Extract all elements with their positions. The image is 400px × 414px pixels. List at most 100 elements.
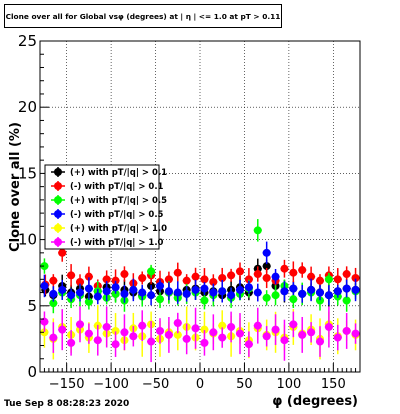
data-point bbox=[191, 272, 200, 281]
data-point bbox=[307, 328, 316, 337]
chart-title-box: Clone over all for Global vsφ (degrees) … bbox=[4, 4, 282, 28]
legend-entry: (+) with pT/|q| > 0.1 bbox=[51, 167, 167, 178]
data-point bbox=[271, 291, 280, 300]
y-tick-label: 20 bbox=[18, 98, 37, 116]
data-point bbox=[40, 317, 49, 326]
data-point bbox=[333, 275, 342, 284]
y-tick-label: 0 bbox=[27, 363, 37, 381]
data-point bbox=[58, 285, 67, 294]
data-point bbox=[253, 288, 262, 297]
data-point bbox=[111, 289, 120, 298]
data-point bbox=[156, 295, 164, 304]
chart-title: Clone over all for Global vsφ (degrees) … bbox=[5, 12, 281, 21]
series-4 bbox=[40, 241, 360, 306]
series-6 bbox=[40, 306, 360, 363]
data-point bbox=[289, 320, 298, 329]
data-point bbox=[191, 285, 200, 294]
timestamp: Tue Sep 8 08:28:23 2020 bbox=[4, 399, 130, 409]
data-point bbox=[76, 277, 84, 286]
data-point bbox=[280, 336, 289, 345]
data-point bbox=[200, 296, 209, 305]
y-tick-label: 5 bbox=[27, 297, 37, 315]
data-point bbox=[244, 275, 253, 284]
data-point bbox=[244, 340, 253, 349]
legend-label: (-) with pT/|q| > 0.5 bbox=[70, 210, 164, 220]
data-point bbox=[244, 283, 253, 292]
data-point bbox=[218, 273, 227, 282]
data-point bbox=[227, 271, 236, 280]
y-axis-label: Clone over all (%) bbox=[8, 122, 23, 252]
data-point bbox=[200, 325, 209, 334]
data-point bbox=[342, 296, 351, 305]
data-point bbox=[84, 272, 93, 281]
data-point bbox=[316, 296, 324, 305]
legend-label: (+) with pT/|q| > 1.0 bbox=[70, 224, 167, 234]
data-point bbox=[120, 270, 129, 279]
legend-marker bbox=[54, 224, 62, 232]
data-point bbox=[316, 337, 324, 346]
data-point bbox=[40, 328, 49, 337]
data-point bbox=[147, 291, 156, 300]
data-point bbox=[218, 333, 227, 342]
data-point bbox=[129, 332, 138, 341]
data-point bbox=[102, 322, 111, 331]
data-point bbox=[93, 336, 102, 345]
x-tick-label: −150 bbox=[49, 377, 85, 392]
data-point bbox=[209, 328, 218, 337]
data-point bbox=[84, 284, 93, 293]
data-point bbox=[333, 333, 342, 342]
legend-marker bbox=[54, 168, 62, 176]
data-point bbox=[324, 275, 333, 284]
data-point bbox=[40, 262, 49, 271]
data-point bbox=[191, 324, 200, 333]
data-point bbox=[351, 329, 360, 338]
data-point bbox=[173, 288, 182, 297]
data-point bbox=[120, 328, 129, 337]
data-point bbox=[156, 281, 164, 290]
legend-box bbox=[44, 164, 160, 250]
data-point bbox=[111, 340, 120, 349]
data-point bbox=[209, 288, 218, 297]
data-point bbox=[342, 284, 351, 293]
data-point bbox=[298, 266, 307, 275]
data-point bbox=[102, 275, 111, 284]
data-point bbox=[209, 277, 218, 286]
data-point bbox=[280, 287, 289, 296]
data-point bbox=[129, 285, 138, 294]
data-point bbox=[111, 326, 120, 335]
data-point bbox=[316, 276, 324, 285]
data-point bbox=[200, 284, 209, 293]
data-point bbox=[218, 287, 227, 296]
data-point bbox=[164, 330, 173, 339]
legend-marker bbox=[54, 210, 62, 218]
data-point bbox=[49, 276, 58, 285]
data-point bbox=[182, 276, 191, 285]
data-point bbox=[67, 338, 76, 347]
data-point bbox=[289, 268, 298, 277]
data-point bbox=[182, 334, 191, 343]
data-point bbox=[40, 281, 49, 290]
data-point bbox=[49, 299, 58, 308]
legend-marker bbox=[54, 238, 62, 246]
data-point bbox=[307, 272, 316, 281]
x-tick-label: 0 bbox=[196, 377, 204, 392]
data-point bbox=[289, 295, 298, 304]
x-tick-label: −100 bbox=[93, 377, 129, 392]
y-tick-label: 15 bbox=[18, 164, 37, 182]
data-point bbox=[67, 271, 76, 280]
data-point bbox=[236, 285, 244, 294]
data-point bbox=[262, 293, 271, 302]
data-point bbox=[173, 319, 182, 328]
legend-entry: (-) with pT/|q| > 1.0 bbox=[51, 237, 164, 248]
data-point bbox=[111, 283, 120, 292]
data-point bbox=[253, 321, 262, 330]
legend-marker bbox=[54, 182, 62, 190]
x-tick-label: −50 bbox=[142, 377, 169, 392]
legend-marker bbox=[54, 196, 62, 204]
data-point bbox=[182, 289, 191, 298]
data-point bbox=[333, 287, 342, 296]
legend-label: (+) with pT/|q| > 0.1 bbox=[70, 168, 167, 178]
y-tick-label: 10 bbox=[18, 231, 37, 249]
data-point bbox=[351, 285, 360, 294]
